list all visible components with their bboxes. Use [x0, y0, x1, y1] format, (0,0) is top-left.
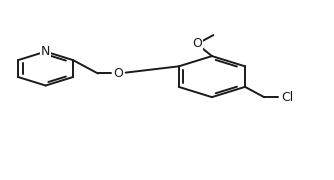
Text: Cl: Cl: [281, 91, 293, 104]
Text: O: O: [114, 67, 124, 80]
Text: O: O: [192, 37, 202, 50]
Text: N: N: [41, 45, 50, 58]
